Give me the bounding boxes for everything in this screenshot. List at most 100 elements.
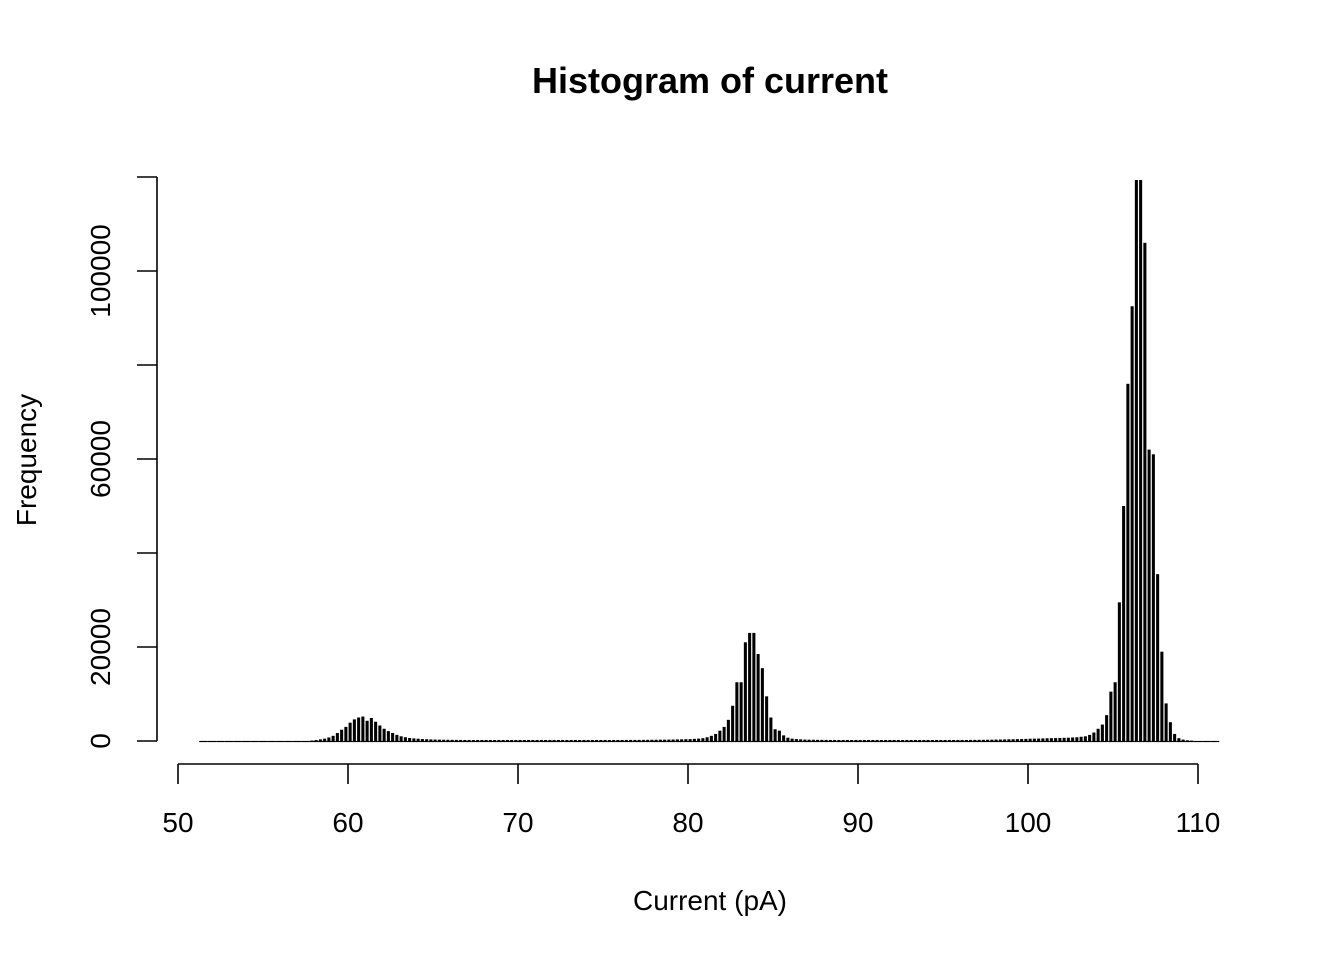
y-tick-label: 100000	[85, 224, 116, 317]
histogram-bar	[1088, 734, 1092, 741]
histogram-bar	[735, 682, 739, 741]
histogram-bar	[671, 739, 675, 741]
histogram-bar	[896, 739, 900, 741]
histogram-bar	[531, 739, 535, 741]
histogram-bar	[1168, 722, 1172, 741]
histogram-bar	[484, 739, 488, 741]
histogram-bar	[357, 717, 361, 741]
histogram-bar	[1049, 738, 1053, 741]
histogram-bar	[667, 739, 671, 741]
histogram-bar	[998, 739, 1002, 741]
histogram-bar	[986, 739, 990, 741]
histogram-bar	[518, 739, 522, 741]
histogram-bar	[612, 739, 616, 741]
histogram-bar	[646, 739, 650, 741]
histogram-bar	[378, 725, 382, 741]
histogram-bar	[340, 729, 344, 741]
histogram-bar	[1113, 682, 1117, 741]
histogram-bar	[718, 730, 722, 741]
x-tick-label: 50	[162, 807, 193, 838]
histogram-bar	[765, 696, 769, 741]
histogram-bar	[1032, 738, 1036, 741]
histogram-bar	[599, 739, 603, 741]
histogram-bar	[399, 736, 403, 741]
histogram-bar	[629, 739, 633, 741]
histogram-bar	[943, 739, 947, 741]
histogram-bar	[1011, 739, 1015, 741]
histogram-bar	[548, 739, 552, 741]
histogram-bar	[450, 739, 454, 741]
histogram-bar	[382, 728, 386, 741]
x-tick-label: 60	[332, 807, 363, 838]
histogram-bar	[471, 739, 475, 741]
histogram-bar	[926, 739, 930, 741]
histogram-bar	[862, 739, 866, 741]
histogram-bar	[803, 739, 807, 741]
histogram-bar	[1083, 736, 1087, 741]
histogram-bar	[977, 739, 981, 741]
histogram-bar	[658, 739, 662, 741]
histogram-bar	[909, 739, 913, 741]
histogram-bar	[1066, 737, 1070, 741]
histogram-bar	[586, 739, 590, 741]
histogram-bar	[408, 737, 412, 741]
histogram-bar	[663, 739, 667, 741]
histogram-bar	[1177, 738, 1181, 741]
histogram-bar	[437, 739, 441, 741]
histogram-bar	[752, 632, 756, 741]
histogram-bar	[773, 729, 777, 741]
histogram-bar	[820, 739, 824, 741]
histogram-bar	[1024, 738, 1028, 741]
histogram-bar	[731, 705, 735, 741]
histogram-bar	[884, 739, 888, 741]
histogram-bar	[1041, 738, 1045, 741]
histogram-bar	[595, 739, 599, 741]
histogram-bar	[892, 739, 896, 741]
histogram-bar	[841, 739, 845, 741]
histogram-bar	[901, 739, 905, 741]
histogram-bar	[403, 737, 407, 741]
histogram-bar	[748, 632, 752, 741]
y-tick-label: 20000	[85, 608, 116, 686]
histogram-bar	[323, 738, 327, 741]
histogram-bar	[850, 739, 854, 741]
histogram-bar	[1109, 691, 1113, 741]
histogram-bar	[522, 739, 526, 741]
histogram-bar	[1156, 574, 1160, 741]
histogram-bars	[199, 180, 1220, 743]
histogram-bar	[556, 739, 560, 741]
histogram-bar	[756, 654, 760, 741]
histogram-bar	[701, 738, 705, 741]
histogram-bar	[1096, 728, 1100, 741]
histogram-bar	[794, 739, 798, 741]
histogram-bar	[318, 739, 322, 741]
histogram-bar	[1100, 724, 1104, 741]
histogram-bar	[782, 735, 786, 741]
histogram-bar	[607, 739, 611, 741]
histogram-bar	[1037, 738, 1041, 741]
histogram-bar	[539, 739, 543, 741]
histogram-bar	[352, 719, 356, 741]
histogram-bar	[552, 739, 556, 741]
histogram-bar	[722, 726, 726, 741]
histogram-bar	[769, 717, 773, 741]
histogram-bar	[845, 739, 849, 741]
histogram-bar	[641, 739, 645, 741]
histogram-bar	[867, 739, 871, 741]
histogram-bar	[1054, 738, 1058, 741]
histogram-bar	[1117, 602, 1121, 741]
histogram-bar	[709, 735, 713, 741]
histogram-bar	[650, 739, 654, 741]
histogram-bar	[433, 739, 437, 741]
histogram-bar	[1071, 737, 1075, 741]
histogram-bar	[684, 739, 688, 741]
histogram-bar	[369, 717, 373, 741]
x-tick-label: 100	[1005, 807, 1052, 838]
histogram-bar	[1130, 306, 1134, 741]
histogram-bar	[688, 739, 692, 741]
histogram-bar	[633, 739, 637, 741]
histogram-bar	[1015, 739, 1019, 741]
histogram-bar	[918, 739, 922, 741]
histogram-bar	[1139, 180, 1143, 741]
histogram-bar	[1062, 737, 1066, 741]
